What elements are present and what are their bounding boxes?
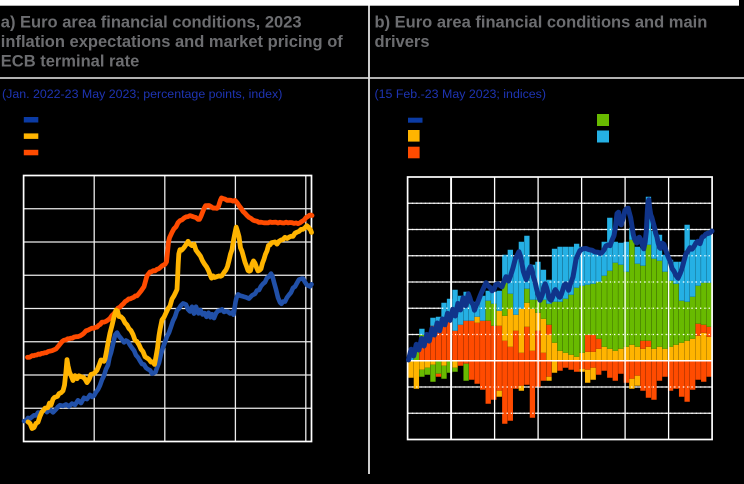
svg-text:(15 Feb.-23 May 2023; indices): (15 Feb.-23 May 2023; indices) [375,87,547,101]
svg-text:a) Euro area financial conditi: a) Euro area financial conditions, 2023 [1,14,302,32]
svg-text:inflation expectations and mar: inflation expectations and market pricin… [1,33,343,51]
svg-text:ECB terminal rate: ECB terminal rate [1,53,139,71]
svg-text:(Jan. 2022-23 May 2023; percen: (Jan. 2022-23 May 2023; percentage point… [2,87,282,101]
svg-text:b) Euro area financial conditi: b) Euro area financial conditions and ma… [375,14,708,32]
svg-text:drivers: drivers [375,33,430,51]
